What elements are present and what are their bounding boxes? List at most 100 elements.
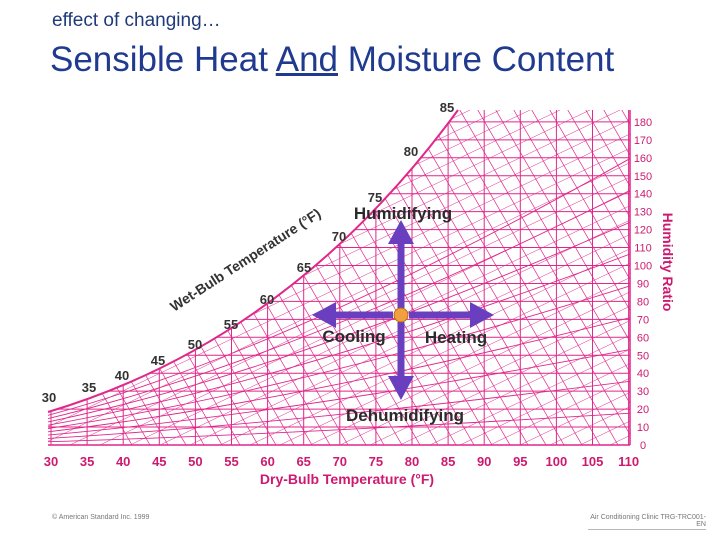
- relative-humidity-curve: [48, 317, 630, 433]
- wet-bulb-tick-label: 80: [404, 144, 418, 159]
- arrows-group: Humidifying Dehumidifying Cooling Heatin…: [312, 204, 494, 425]
- wet-bulb-tick-label: 50: [188, 337, 202, 352]
- humidity-tick-label: 30: [637, 386, 649, 398]
- cooling-label: Cooling: [322, 327, 385, 346]
- wet-bulb-gridline: [507, 110, 630, 445]
- heating-label: Heating: [425, 328, 487, 347]
- wet-bulb-gridline: [561, 110, 630, 445]
- relative-humidity-curve: [48, 285, 630, 429]
- wet-bulb-tick-label: 85: [440, 100, 454, 115]
- title-part-2: Moisture Content: [338, 40, 615, 79]
- footer-course-id: Air Conditioning Clinic TRG-TRC001-EN: [588, 514, 706, 530]
- dry-bulb-tick-label: 35: [80, 454, 94, 469]
- specific-volume-gridline: [459, 110, 630, 445]
- relative-humidity-curve: [48, 221, 630, 423]
- dry-bulb-tick-label: 110: [618, 454, 639, 469]
- relative-humidity-curve: [48, 158, 630, 416]
- dry-bulb-tick-label: 55: [224, 454, 238, 469]
- specific-volume-gridline: [489, 110, 630, 445]
- dry-bulb-tick-label: 80: [405, 454, 419, 469]
- wet-bulb-gridline: [417, 110, 619, 445]
- specific-volume-gridline: [99, 110, 630, 445]
- wet-bulb-gridline: [471, 110, 630, 445]
- humidity-tick-label: 130: [634, 207, 652, 219]
- wet-bulb-gridline: [75, 110, 277, 445]
- humidity-tick-label: 60: [637, 332, 649, 344]
- wet-bulb-gridline: [543, 110, 630, 445]
- relative-humidity-curve: [48, 380, 630, 439]
- wet-bulb-gridline: [525, 110, 630, 445]
- humidity-tick-label: 160: [634, 153, 652, 165]
- arrow-cooling-head: [312, 302, 336, 328]
- wet-bulb-gridline: [291, 110, 493, 445]
- specific-volume-gridline: [369, 110, 630, 445]
- wet-bulb-gridline: [688, 100, 720, 445]
- dry-bulb-tick-label: 85: [441, 454, 455, 469]
- dry-bulb-tick-label: 105: [582, 454, 604, 469]
- slide-subtitle: effect of changing…: [52, 10, 221, 31]
- wet-bulb-gridline: [706, 100, 720, 445]
- wet-bulb-gridline: [399, 110, 601, 445]
- humidity-tick-label: 120: [634, 225, 652, 237]
- wet-bulb-gridline: [670, 100, 720, 445]
- humidity-tick-label: 150: [634, 171, 652, 183]
- humidity-tick-label: 0: [640, 440, 646, 452]
- dry-bulb-tick-label: 70: [333, 454, 347, 469]
- humidity-tick-label: 110: [634, 243, 652, 255]
- humidity-tick-label: 40: [637, 368, 649, 380]
- humidity-tick-label: 70: [637, 314, 649, 326]
- specific-volume-gridline: [159, 110, 630, 445]
- humidity-ratio-tick-labels: 0 10 20 30 40 50 60 70 80 90 100 110 120 130 140 150 160…: [634, 117, 652, 452]
- specific-volume-gridline: [48, 110, 630, 445]
- specific-volume-gridline: [339, 110, 630, 445]
- specific-volume-gridline: [249, 110, 630, 445]
- footer-copyright: © American Standard Inc. 1999: [52, 514, 150, 521]
- humidity-tick-label: 100: [634, 261, 652, 273]
- saturation-curve: [47, 109, 459, 413]
- wet-bulb-tick-label: 65: [297, 260, 311, 275]
- arrow-humidifying-head: [388, 220, 414, 244]
- dry-bulb-tick-label: 75: [369, 454, 383, 469]
- dry-bulb-tick-label: 45: [152, 454, 166, 469]
- specific-volume-gridline: [519, 110, 630, 445]
- wet-bulb-gridline: [48, 110, 133, 445]
- specific-volume-gridline: [399, 110, 630, 445]
- dehumidifying-label: Dehumidifying: [346, 406, 464, 425]
- wet-bulb-tick-label: 60: [260, 292, 274, 307]
- wet-bulb-tick-label: 30: [42, 390, 56, 405]
- y-axis-label: Humidity Ratio: [660, 213, 676, 312]
- specific-volume-gridline: [69, 110, 630, 445]
- dry-bulb-tick-label: 30: [44, 454, 58, 469]
- dry-bulb-tick-label: 65: [296, 454, 310, 469]
- humidifying-label: Humidifying: [354, 204, 452, 223]
- wet-bulb-gridline: [219, 110, 421, 445]
- specific-volume-gridline: [670, 110, 720, 445]
- specific-volume-gridline: [429, 110, 630, 445]
- specific-volume-gridline: [700, 110, 720, 445]
- humidity-tick-label: 80: [637, 296, 649, 308]
- specific-volume-gridline: [48, 110, 630, 445]
- wet-bulb-gridline: [453, 110, 630, 445]
- wet-bulb-tick-label: 55: [224, 317, 238, 332]
- specific-volume-gridline: [129, 110, 630, 445]
- wet-bulb-tick-label: 40: [115, 368, 129, 383]
- humidity-tick-label: 170: [634, 135, 652, 147]
- specific-volume-gridline: [219, 110, 630, 445]
- chart-grid: [48, 100, 720, 445]
- wet-bulb-gridline: [489, 110, 630, 445]
- chart-area: [47, 100, 720, 446]
- wet-bulb-gridline: [579, 110, 630, 445]
- humidity-tick-label: 20: [637, 404, 649, 416]
- humidity-tick-label: 140: [634, 189, 652, 201]
- wet-bulb-gridline: [48, 110, 151, 445]
- dry-bulb-tick-label: 90: [477, 454, 491, 469]
- relative-humidity-curve: [48, 349, 630, 436]
- specific-volume-gridline: [309, 110, 630, 445]
- slide-title: Sensible Heat And Moisture Content: [50, 40, 614, 80]
- x-axis-label: Dry-Bulb Temperature (°F): [260, 471, 434, 487]
- state-point-dot: [393, 307, 409, 323]
- wet-bulb-tick-label: 35: [82, 380, 96, 395]
- wet-bulb-gridline: [435, 110, 630, 445]
- dry-bulb-tick-label: 40: [116, 454, 130, 469]
- dry-bulb-tick-label: 50: [188, 454, 202, 469]
